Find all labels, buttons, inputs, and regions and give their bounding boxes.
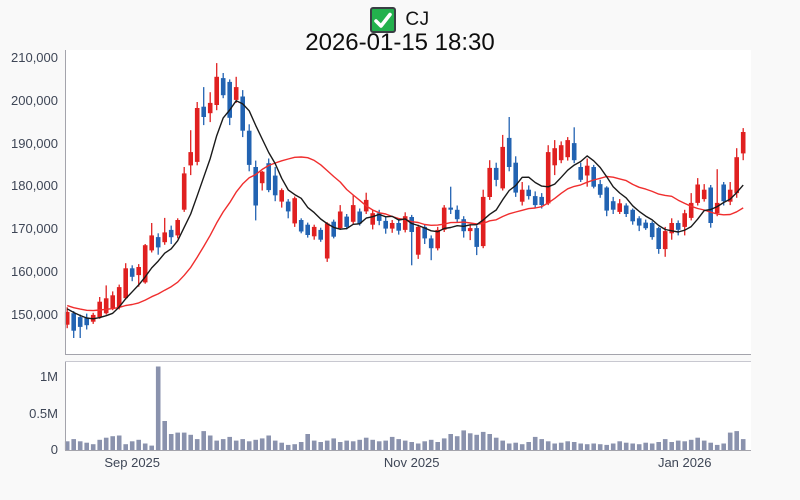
- price-tick-label: 210,000: [11, 50, 58, 65]
- price-tick-label: 160,000: [11, 263, 58, 279]
- date-tick-label: Jan 2026: [657, 455, 712, 470]
- price-tick-label: 200,000: [11, 92, 58, 108]
- price-tick-label: 170,000: [11, 221, 58, 236]
- chart-timestamp-title: 2026-01-15 18:30: [305, 29, 495, 56]
- symbol-label: CJ: [405, 9, 430, 30]
- volume-tick-label: 0.5M: [29, 405, 58, 421]
- price-tick-label: 150,000: [11, 306, 58, 322]
- volume-tick-label: 0: [50, 442, 58, 457]
- price-tick-label: 190,000: [11, 135, 58, 151]
- checkmark-icon: [374, 12, 393, 28]
- date-tick-label: Nov 2025: [383, 455, 440, 470]
- date-tick-label: Sep 2025: [104, 455, 161, 470]
- chart-header: CJ: [0, 7, 800, 33]
- volume-tick-label: 1M: [39, 369, 58, 385]
- price-tick-label: 180,000: [11, 178, 58, 194]
- price-chart-panel: [65, 50, 751, 355]
- symbol-checkbox[interactable]: [370, 7, 397, 33]
